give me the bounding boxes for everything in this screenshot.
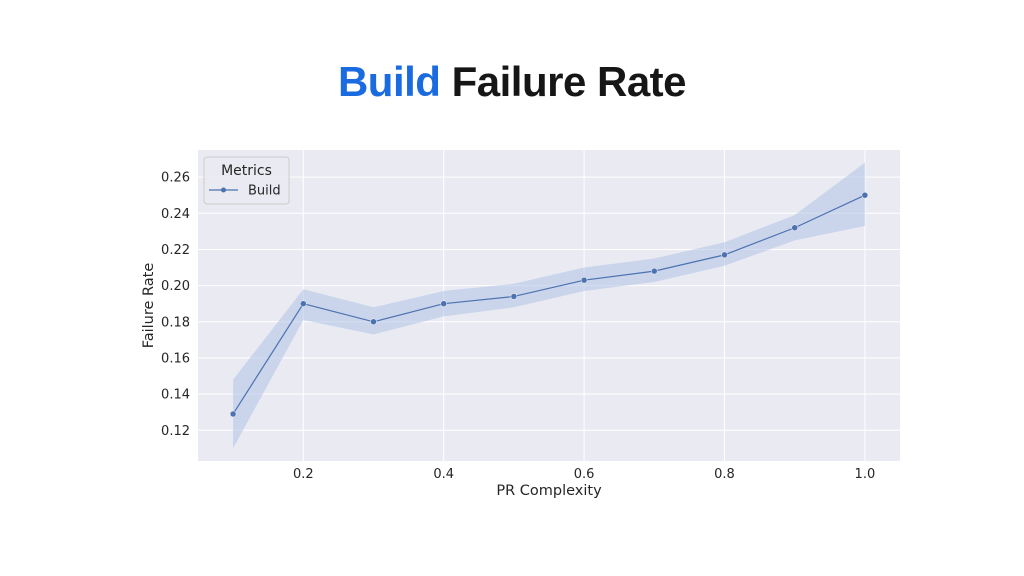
data-point — [229, 410, 237, 418]
x-axis-label: PR Complexity — [496, 483, 602, 499]
marker-layer — [229, 191, 869, 418]
legend: Metrics Build — [203, 156, 290, 205]
x-tick-label: 0.2 — [293, 467, 314, 482]
y-tick-label: 0.12 — [161, 424, 190, 439]
y-tick-labels: 0.12 0.14 0.16 0.18 0.20 0.22 0.24 0.26 — [161, 171, 190, 439]
page-title: Build Failure Rate — [0, 58, 1024, 106]
y-tick-label: 0.20 — [161, 279, 190, 294]
confidence-band-layer — [233, 162, 865, 449]
y-axis-label: Failure Rate — [141, 263, 157, 349]
data-point — [721, 251, 728, 259]
data-point — [580, 276, 588, 284]
grid-lines — [198, 150, 900, 461]
y-tick-label: 0.14 — [161, 388, 190, 403]
y-tick-label: 0.24 — [161, 207, 190, 222]
y-tick-label: 0.16 — [161, 351, 190, 366]
legend-entry-build: Build — [248, 184, 281, 199]
series-line-build — [232, 194, 866, 415]
x-tick-label: 0.8 — [714, 467, 735, 482]
data-point — [510, 293, 518, 300]
x-tick-labels: 0.2 0.4 0.6 0.8 1.0 — [293, 467, 875, 482]
data-point — [300, 300, 307, 307]
legend-title: Metrics — [221, 163, 272, 179]
data-point — [791, 224, 798, 231]
legend-swatch-marker — [221, 187, 226, 193]
x-tick-label: 0.4 — [433, 467, 454, 482]
y-tick-label: 0.22 — [161, 243, 190, 258]
series-line-layer — [232, 194, 866, 415]
legend-box — [203, 156, 290, 205]
y-tick-label: 0.18 — [161, 315, 190, 330]
data-point — [651, 267, 658, 275]
confidence-band-build — [233, 162, 865, 449]
data-point — [861, 191, 869, 199]
data-point — [440, 300, 447, 307]
page-title-highlight: Build — [337, 58, 441, 105]
y-tick-label: 0.26 — [161, 171, 190, 186]
x-tick-label: 1.0 — [855, 467, 876, 482]
data-point — [370, 318, 377, 326]
x-tick-label: 0.6 — [574, 467, 595, 482]
page-title-rest: Failure Rate — [440, 58, 687, 105]
